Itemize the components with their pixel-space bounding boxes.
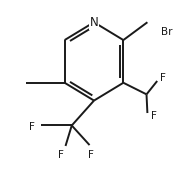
Text: N: N bbox=[90, 16, 98, 29]
Text: F: F bbox=[151, 111, 156, 121]
Text: F: F bbox=[160, 73, 166, 83]
Text: F: F bbox=[58, 150, 64, 160]
Text: Br: Br bbox=[161, 27, 172, 37]
Text: F: F bbox=[29, 122, 35, 132]
Text: F: F bbox=[88, 150, 94, 160]
